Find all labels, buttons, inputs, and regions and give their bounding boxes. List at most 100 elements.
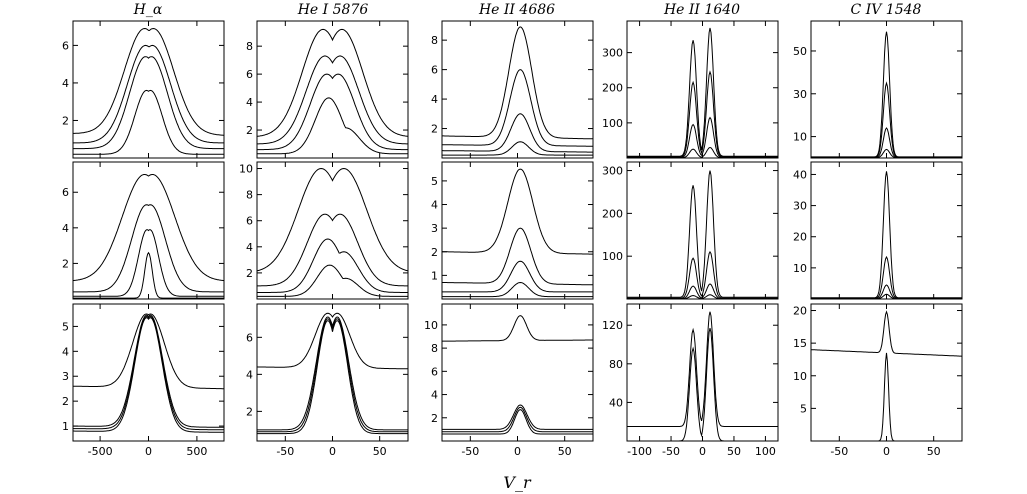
y-tick-label: 4 [246, 241, 253, 254]
y-tick-label: 10 [793, 370, 807, 383]
y-tick-label: 4 [431, 389, 438, 402]
x-tick-label: -50 [830, 445, 848, 458]
panel-frame [256, 161, 409, 300]
y-tick-label: 4 [431, 93, 438, 106]
y-tick-label: 6 [62, 39, 69, 52]
profile-curve-1 [627, 170, 778, 298]
y-tick-label: 200 [602, 82, 623, 95]
y-tick-label: 30 [793, 200, 807, 213]
x-tick-label: 500 [186, 445, 207, 458]
profile-curve-4 [811, 293, 962, 300]
y-tick-label: 2 [431, 246, 438, 259]
x-tick-label: -50 [276, 445, 294, 458]
profile-curve-1 [256, 312, 408, 370]
profile-curve-1 [442, 168, 593, 255]
x-tick-label: 0 [145, 445, 152, 458]
y-tick-label: 100 [602, 250, 623, 263]
y-tick-label: 8 [246, 40, 253, 53]
y-tick-label: 80 [609, 358, 623, 371]
y-tick-label: 10 [239, 163, 253, 176]
profile-curve-4 [442, 141, 593, 156]
panel-r1-c4: 100 200 300 [602, 20, 779, 159]
panel-frame [626, 20, 779, 159]
y-tick-label: 6 [246, 215, 253, 228]
y-tick-label: 6 [62, 186, 69, 199]
y-tick-label: 2 [431, 123, 438, 136]
profile-curve-3 [442, 113, 593, 153]
y-tick-label: 3 [431, 222, 438, 235]
y-tick-label: 200 [602, 207, 623, 220]
profile-curve-3 [257, 318, 408, 433]
profile-curve-1 [72, 174, 225, 282]
profile-curve-4 [257, 264, 408, 297]
panel-r3-c2: 2 4 6 -50 0 50 [246, 303, 409, 458]
profile-curve-1 [627, 311, 778, 427]
profile-curve-3 [72, 315, 224, 431]
profile-curve-2 [73, 314, 224, 428]
x-tick-label: 0 [699, 445, 706, 458]
y-tick-label: 4 [431, 199, 438, 212]
column-title-4: He II 1640 [663, 2, 740, 18]
profile-curve-3 [442, 260, 593, 293]
profile-curve-1 [73, 27, 224, 136]
profile-curve-4 [73, 89, 224, 155]
x-tick-label: 0 [329, 445, 336, 458]
y-tick-label: 1 [431, 269, 438, 282]
profile-curve-3 [73, 229, 224, 297]
panel-frame [810, 20, 963, 159]
x-tick-label: 0 [514, 445, 521, 458]
profile-curve-2 [811, 255, 962, 299]
y-tick-label: 120 [602, 319, 623, 332]
y-tick-label: 2 [62, 114, 69, 127]
panel-r2-c2: 2 4 6 8 10 [239, 161, 409, 300]
panel-frame [72, 303, 225, 442]
profile-curve-2 [257, 55, 408, 145]
profile-curve-2 [441, 69, 593, 147]
y-tick-label: 300 [602, 47, 623, 60]
y-tick-label: 4 [62, 345, 69, 358]
panel-r1-c5: 10 30 50 [793, 20, 963, 159]
column-title-2: He I 5876 [297, 2, 369, 18]
panel-r1-c1: 2 4 6 [62, 20, 225, 159]
profile-curve-2 [627, 250, 778, 299]
y-tick-label: 30 [793, 88, 807, 101]
y-tick-label: 10 [793, 131, 807, 144]
y-tick-label: 6 [431, 365, 438, 378]
profile-curve-1 [811, 171, 962, 299]
x-tick-label: 50 [727, 445, 741, 458]
x-tick-label: -100 [627, 445, 652, 458]
panel-r3-c5: 5 10 15 20 -50 0 50 [793, 303, 963, 458]
profile-curve-2 [73, 204, 224, 293]
panel-frame [626, 161, 779, 300]
y-tick-label: 10 [793, 262, 807, 275]
panel-r2-c1: 2 4 6 [62, 161, 225, 300]
y-tick-label: 3 [62, 370, 69, 383]
x-tick-label: -500 [88, 445, 113, 458]
panel-r3-c1: 1 2 3 4 5 -500 0 500 [62, 303, 225, 458]
x-tick-label: 50 [558, 445, 572, 458]
panel-r1-c3: 2 4 6 8 [431, 20, 594, 159]
x-tick-label: 50 [927, 445, 941, 458]
y-tick-label: 300 [602, 165, 623, 178]
profile-curve-3 [257, 73, 408, 151]
x-tick-label: -50 [461, 445, 479, 458]
profile-curve-4 [811, 148, 962, 159]
x-tick-label: 50 [373, 445, 387, 458]
y-tick-label: 2 [246, 124, 253, 137]
column-titles: H_α He I 5876 He II 4686 He II 1640 C IV… [133, 2, 922, 18]
profile-curve-1 [442, 26, 593, 140]
y-tick-label: 100 [602, 117, 623, 130]
profile-curve-4 [627, 294, 778, 300]
profile-curve-2 [257, 316, 408, 431]
y-tick-label: 40 [793, 168, 807, 181]
x-axis-title: V_r [503, 473, 532, 492]
y-tick-label: 40 [609, 396, 623, 409]
x-tick-label: 0 [883, 445, 890, 458]
panel-frame [810, 161, 963, 300]
profile-curve-3 [627, 116, 778, 158]
y-tick-label: 4 [246, 96, 253, 109]
panel-frame [441, 303, 594, 442]
profile-curve-1 [441, 315, 593, 342]
y-tick-label: 2 [246, 267, 253, 280]
